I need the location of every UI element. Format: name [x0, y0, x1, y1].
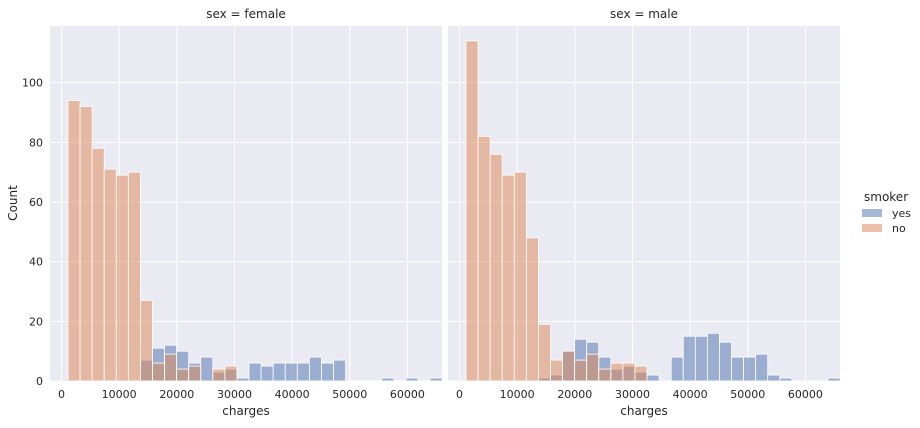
- histogram-bar-yes: [767, 374, 781, 382]
- x-tick-label: 60000: [390, 388, 425, 401]
- histogram-bar-yes: [731, 356, 744, 382]
- facet-title: sex = male: [610, 7, 678, 21]
- histogram-bar-yes: [670, 356, 684, 382]
- histogram-bar-no: [140, 300, 153, 382]
- legend: smoker yes no: [862, 190, 911, 235]
- histogram-bar-yes: [381, 377, 395, 382]
- histogram-bar-yes: [827, 377, 841, 382]
- histogram-bar-no: [465, 40, 479, 382]
- histogram-bar-yes: [646, 374, 660, 382]
- facet-title: sex = female: [206, 7, 286, 21]
- histogram-bar-no: [152, 362, 165, 382]
- legend-swatch-yes: [862, 209, 882, 217]
- histogram-bar-no: [127, 171, 141, 382]
- x-tick-label: 40000: [275, 388, 310, 401]
- histogram-bar-no: [164, 353, 178, 382]
- histogram-bar-no: [501, 174, 515, 382]
- histogram-bar-yes: [719, 341, 732, 382]
- x-tick-label: 20000: [159, 388, 194, 401]
- histogram-bar-yes: [779, 377, 793, 382]
- histogram-bar-yes: [321, 362, 334, 382]
- y-tick-label: 0: [36, 375, 43, 388]
- histogram-bar-yes: [429, 377, 443, 382]
- histogram-bar-yes: [706, 332, 720, 382]
- x-tick-label: 50000: [730, 388, 765, 401]
- histogram-bar-no: [103, 168, 117, 382]
- y-tick-label: 100: [22, 77, 43, 90]
- histogram-bar-no: [622, 362, 636, 382]
- histogram-bar-no: [610, 362, 624, 382]
- y-tick-label: 60: [29, 196, 43, 209]
- histogram-bar-yes: [248, 362, 262, 382]
- histogram-bar-yes: [333, 359, 346, 382]
- x-tick-label: 30000: [615, 388, 650, 401]
- histogram-bar-no: [477, 135, 491, 382]
- histogram-bar-yes: [694, 335, 708, 382]
- histogram-bar-no: [538, 323, 551, 382]
- x-tick-label: 50000: [332, 388, 367, 401]
- histogram-bar-yes: [682, 335, 696, 382]
- x-tick-label: 60000: [788, 388, 823, 401]
- histogram-bar-yes: [260, 365, 274, 382]
- histogram-bar-no: [574, 359, 588, 382]
- histogram-bar-no: [513, 171, 527, 382]
- histogram-bar-no: [525, 237, 539, 382]
- histogram-bar-yes: [284, 362, 298, 382]
- x-tick-label: 30000: [217, 388, 252, 401]
- legend-swatch-no: [862, 224, 882, 232]
- x-tick-label: 0: [456, 388, 463, 401]
- histogram-bar-no: [67, 100, 81, 382]
- x-tick-label: 10000: [102, 388, 137, 401]
- histogram-bar-no: [188, 365, 202, 382]
- y-tick-label: 40: [29, 256, 43, 269]
- histogram-bar-yes: [200, 356, 214, 382]
- legend-label: yes: [892, 207, 911, 220]
- histogram-bar-no: [79, 106, 93, 382]
- y-axis-label: Count: [6, 185, 20, 221]
- histogram-bar-no: [634, 365, 648, 382]
- x-tick-label: 20000: [557, 388, 592, 401]
- x-tick-label: 10000: [500, 388, 535, 401]
- histogram-bar-yes: [405, 377, 419, 382]
- x-tick-label: 40000: [673, 388, 708, 401]
- legend-label: no: [892, 222, 906, 235]
- histogram-bar-yes: [308, 356, 322, 382]
- x-tick-label: 0: [58, 388, 65, 401]
- histogram-bar-no: [550, 359, 563, 382]
- legend-title: smoker: [864, 190, 908, 204]
- facet-panel: sex = female 0 10000 20000 30000 40000 50000 60…: [22, 7, 443, 418]
- histogram-bar-no: [91, 147, 105, 382]
- x-axis-label: charges: [222, 404, 270, 418]
- histogram-bar-no: [115, 174, 129, 382]
- facet-panel: sex = male 0 10000 20000 30000 40000 50000 6000…: [448, 7, 841, 418]
- histogram-bar-yes: [743, 356, 757, 382]
- x-axis-label: charges: [620, 404, 668, 418]
- histogram-bar-no: [562, 350, 576, 382]
- histogram-bar-yes: [296, 362, 310, 382]
- histogram-bar-no: [586, 353, 600, 382]
- histogram-bar-yes: [272, 362, 286, 382]
- histogram-bar-no: [489, 153, 503, 382]
- histogram-bar-no: [212, 368, 226, 382]
- histogram-bar-no: [598, 368, 612, 382]
- y-tick-label: 20: [29, 315, 43, 328]
- histogram-bar-yes: [755, 353, 769, 382]
- y-tick-label: 80: [29, 136, 43, 149]
- histogram-bar-yes: [236, 377, 250, 382]
- histogram-bar-no: [224, 365, 238, 382]
- histogram-bar-no: [176, 368, 190, 382]
